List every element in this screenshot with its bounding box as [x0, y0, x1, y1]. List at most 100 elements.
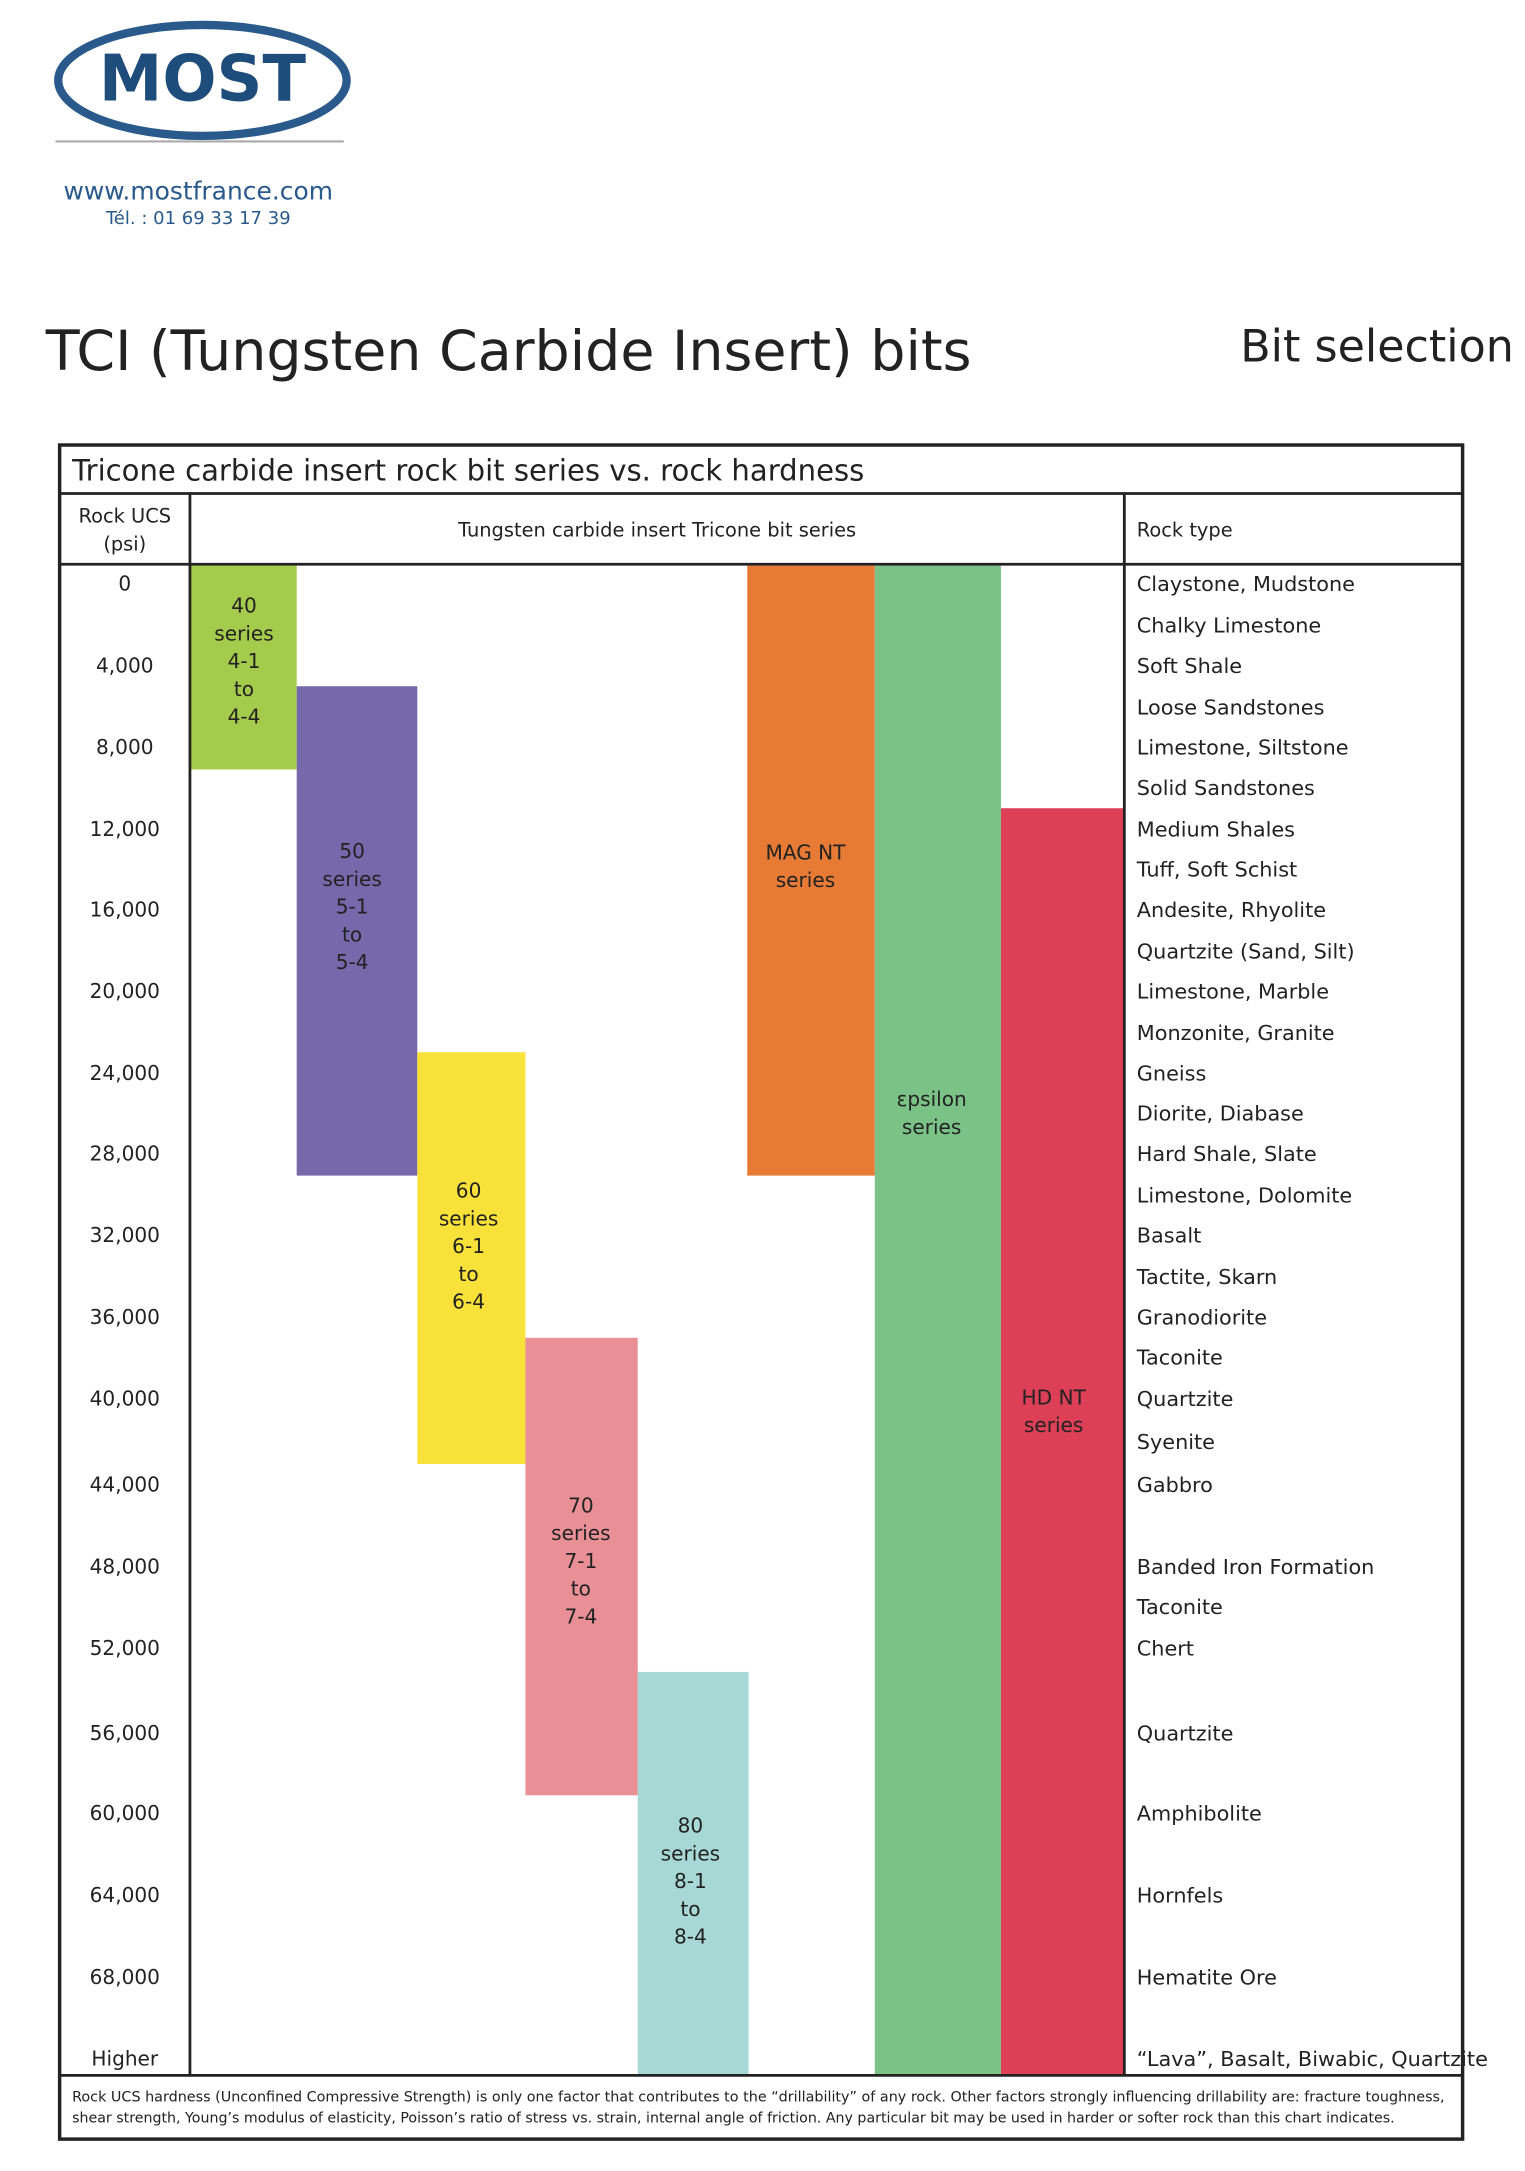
rock-type: Tactite, Skarn: [1136, 1265, 1277, 1289]
phone: Tél. : 01 69 33 17 39: [105, 208, 291, 229]
series-label: HD NT: [1021, 1385, 1086, 1409]
series-label: series: [902, 1115, 962, 1139]
ucs-label: 68,000: [90, 1965, 160, 1989]
ucs-label: 8,000: [96, 735, 154, 759]
rock-type: Quartzite: [1137, 1721, 1234, 1745]
rock-type: Chert: [1137, 1637, 1194, 1661]
ucs-label: Higher: [91, 2047, 159, 2071]
rock-type: Taconite: [1136, 1595, 1223, 1619]
series-label: 4-1: [228, 649, 261, 673]
ucs-label: 48,000: [90, 1554, 160, 1578]
series-bar: [525, 1337, 638, 1796]
series-label: series: [661, 1841, 721, 1865]
series-label: 8-4: [674, 1925, 707, 1949]
series-label: 7-4: [564, 1604, 597, 1628]
rock-type: Chalky Limestone: [1137, 614, 1321, 638]
rock-type: Andesite, Rhyolite: [1137, 898, 1326, 922]
rock-type: Diorite, Diabase: [1137, 1102, 1304, 1126]
series-label: to: [234, 677, 254, 701]
logo: MOST: [99, 43, 307, 117]
series-label: 6-1: [452, 1234, 485, 1258]
rock-type: Hematite Ore: [1137, 1965, 1277, 1989]
ucs-label: 28,000: [90, 1141, 160, 1165]
series-label: to: [680, 1897, 700, 1921]
rock-type: Syenite: [1137, 1430, 1215, 1454]
series-label: to: [571, 1577, 591, 1601]
series-label: to: [459, 1262, 479, 1286]
series-label: 4-4: [228, 705, 261, 729]
rock-type: Gabbro: [1137, 1473, 1213, 1497]
header: Rock UCS: [79, 505, 172, 528]
ucs-label: 36,000: [90, 1305, 160, 1329]
table-border: [57, 443, 1465, 2141]
rock-type: Monzonite, Granite: [1137, 1021, 1335, 1045]
rock-type: Banded Iron Formation: [1137, 1555, 1375, 1579]
rock-type: Limestone, Marble: [1137, 980, 1329, 1004]
rock-type: Hard Shale, Slate: [1137, 1142, 1317, 1166]
rock-type: Amphibolite: [1137, 1802, 1262, 1826]
series-bar: [189, 565, 297, 770]
ucs-label: 24,000: [90, 1061, 160, 1085]
series-label: 80: [678, 1814, 704, 1838]
rock-type: Soft Shale: [1137, 654, 1242, 678]
table-title: Tricone carbide insert rock bit series v…: [71, 454, 864, 488]
series-bar: [417, 1052, 526, 1464]
series-label: series: [322, 867, 382, 891]
ucs-label: 64,000: [90, 1883, 160, 1907]
header: (psi): [103, 532, 146, 555]
ucs-label: 20,000: [90, 979, 160, 1003]
ucs-label: 16,000: [90, 897, 160, 921]
series-label: 7-1: [564, 1549, 597, 1573]
series-label: 70: [568, 1493, 594, 1517]
ucs-label: 60,000: [90, 1801, 160, 1825]
ucs-label: 40,000: [90, 1387, 160, 1411]
series-label: 5-4: [336, 950, 369, 974]
series-bar: [1000, 808, 1125, 2076]
series-label: εpsilon: [896, 1087, 966, 1111]
rock-type: “Lava”, Basalt, Biwabic, Quartzite: [1137, 2047, 1488, 2071]
ucs-label: 12,000: [90, 817, 160, 841]
series-label: MAG NT: [765, 840, 846, 864]
series-label: series: [551, 1521, 611, 1545]
rock-type: Loose Sandstones: [1137, 695, 1325, 719]
series-bar: [874, 565, 1001, 2076]
series-label: 50: [339, 839, 365, 863]
ucs-label: 56,000: [90, 1721, 160, 1745]
series-label: to: [342, 922, 362, 946]
rock-type: Taconite: [1136, 1346, 1223, 1370]
series-bar: [637, 1671, 749, 2076]
rock-type: Solid Sandstones: [1137, 776, 1315, 800]
rock-type: Tuff, Soft Schist: [1136, 858, 1297, 882]
series-bar: [296, 686, 418, 1176]
rock-type: Limestone, Siltstone: [1137, 736, 1349, 760]
series-label: 60: [456, 1179, 482, 1203]
title: TCI (Tungsten Carbide Insert) bits: [45, 320, 972, 384]
rock-type: Quartzite: [1137, 1387, 1234, 1411]
series-label: 6-4: [452, 1290, 485, 1314]
series-label: series: [1024, 1413, 1084, 1437]
header: Rock type: [1137, 518, 1233, 541]
ucs-label: 44,000: [90, 1473, 160, 1497]
footnote: Rock UCS hardness (Unconfined Compressiv…: [72, 2090, 1444, 2106]
table: 40 series 4-1 to 4-4 50 series 5-1 to 5-4 60 series…: [90, 565, 1488, 2076]
rock-type: Granodiorite: [1137, 1305, 1267, 1329]
rock-type: Medium Shales: [1137, 817, 1295, 841]
rock-type: Gneiss: [1137, 1061, 1207, 1085]
rock-type: Hornfels: [1137, 1884, 1223, 1908]
series-label: 8-1: [674, 1869, 707, 1893]
ucs-label: 52,000: [90, 1636, 160, 1660]
subtitle: Bit selection: [1240, 321, 1514, 372]
series-label: 40: [231, 594, 257, 618]
footnote: shear strength, Young’s modulus of elast…: [72, 2110, 1395, 2126]
series-label: 5-1: [336, 895, 369, 919]
series-label: series: [439, 1206, 499, 1230]
series-label: series: [214, 621, 274, 645]
ucs-label: 0: [118, 572, 131, 596]
rock-type: Limestone, Dolomite: [1137, 1183, 1352, 1207]
ucs-label: 32,000: [90, 1223, 160, 1247]
website: www.mostfrance.com: [64, 177, 334, 206]
header: Tungsten carbide insert Tricone bit seri…: [457, 518, 856, 541]
ucs-label: 4,000: [96, 653, 154, 677]
